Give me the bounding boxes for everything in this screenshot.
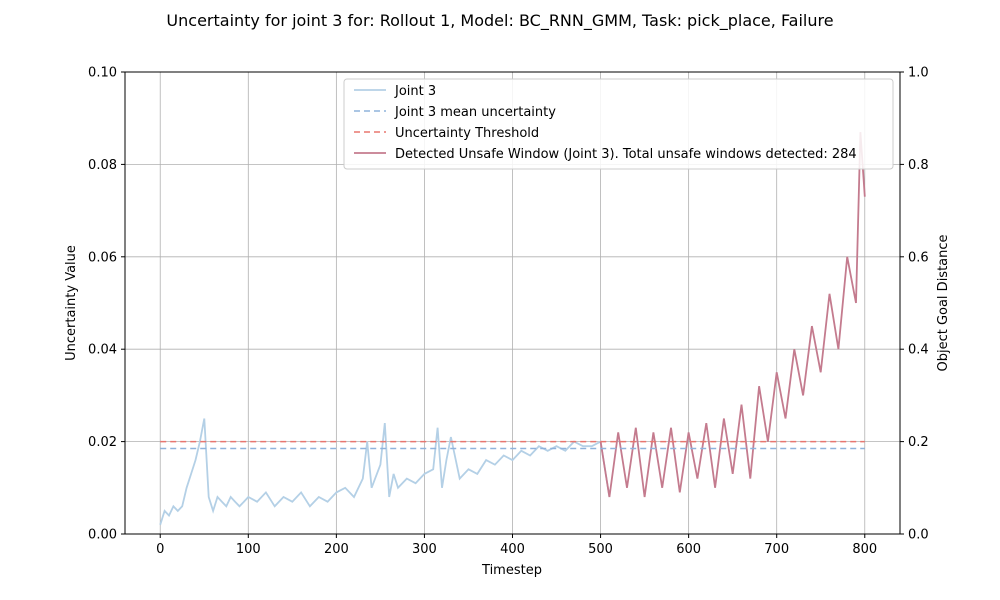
y-tick-label: 0.04 bbox=[88, 343, 117, 358]
x-axis-label: Timestep bbox=[481, 563, 542, 578]
y2-tick-label: 0.6 bbox=[908, 250, 929, 265]
x-tick-label: 800 bbox=[852, 542, 877, 557]
legend-label-mean: Joint 3 mean uncertainty bbox=[394, 105, 556, 120]
x-tick-label: 300 bbox=[412, 542, 437, 557]
joint-3-line bbox=[159, 418, 611, 526]
plot-lines bbox=[159, 132, 866, 526]
legend-label-threshold: Uncertainty Threshold bbox=[395, 126, 539, 141]
unsafe-window-line bbox=[599, 132, 866, 498]
legend: Joint 3 Joint 3 mean uncertainty Uncerta… bbox=[343, 78, 894, 170]
legend-box bbox=[343, 78, 894, 170]
chart-title: Uncertainty for joint 3 for: Rollout 1, … bbox=[166, 11, 833, 31]
y2-tick-label: 0.2 bbox=[908, 435, 929, 450]
y-tick-label: 0.02 bbox=[88, 435, 117, 450]
x-ticks: 0 100 200 300 400 500 600 700 800 bbox=[156, 534, 877, 557]
x-tick-label: 100 bbox=[236, 542, 261, 557]
y2-tick-label: 0.4 bbox=[908, 343, 929, 358]
x-tick-label: 600 bbox=[676, 542, 701, 557]
x-tick-label: 200 bbox=[324, 542, 349, 557]
y-tick-label: 0.10 bbox=[88, 66, 117, 81]
y2-tick-label: 0.8 bbox=[908, 158, 929, 173]
y-tick-label: 0.08 bbox=[88, 158, 117, 173]
x-tick-label: 0 bbox=[156, 542, 164, 557]
y-axis-label: Uncertainty Value bbox=[64, 245, 79, 361]
x-tick-label: 500 bbox=[588, 542, 613, 557]
y2-axis-label: Object Goal Distance bbox=[936, 234, 951, 371]
legend-label-joint: Joint 3 bbox=[394, 84, 436, 99]
y2-tick-label: 0.0 bbox=[908, 528, 929, 543]
x-tick-label: 700 bbox=[764, 542, 789, 557]
y2-ticks: 0.0 0.2 0.4 0.6 0.8 1.0 bbox=[900, 66, 929, 543]
legend-label-unsafe: Detected Unsafe Window (Joint 3). Total … bbox=[395, 147, 857, 162]
y2-tick-label: 1.0 bbox=[908, 66, 929, 81]
x-tick-label: 400 bbox=[500, 542, 525, 557]
y-ticks: 0.00 0.02 0.04 0.06 0.08 0.10 bbox=[88, 66, 125, 543]
y-tick-label: 0.06 bbox=[88, 250, 117, 265]
y-tick-label: 0.00 bbox=[88, 528, 117, 543]
